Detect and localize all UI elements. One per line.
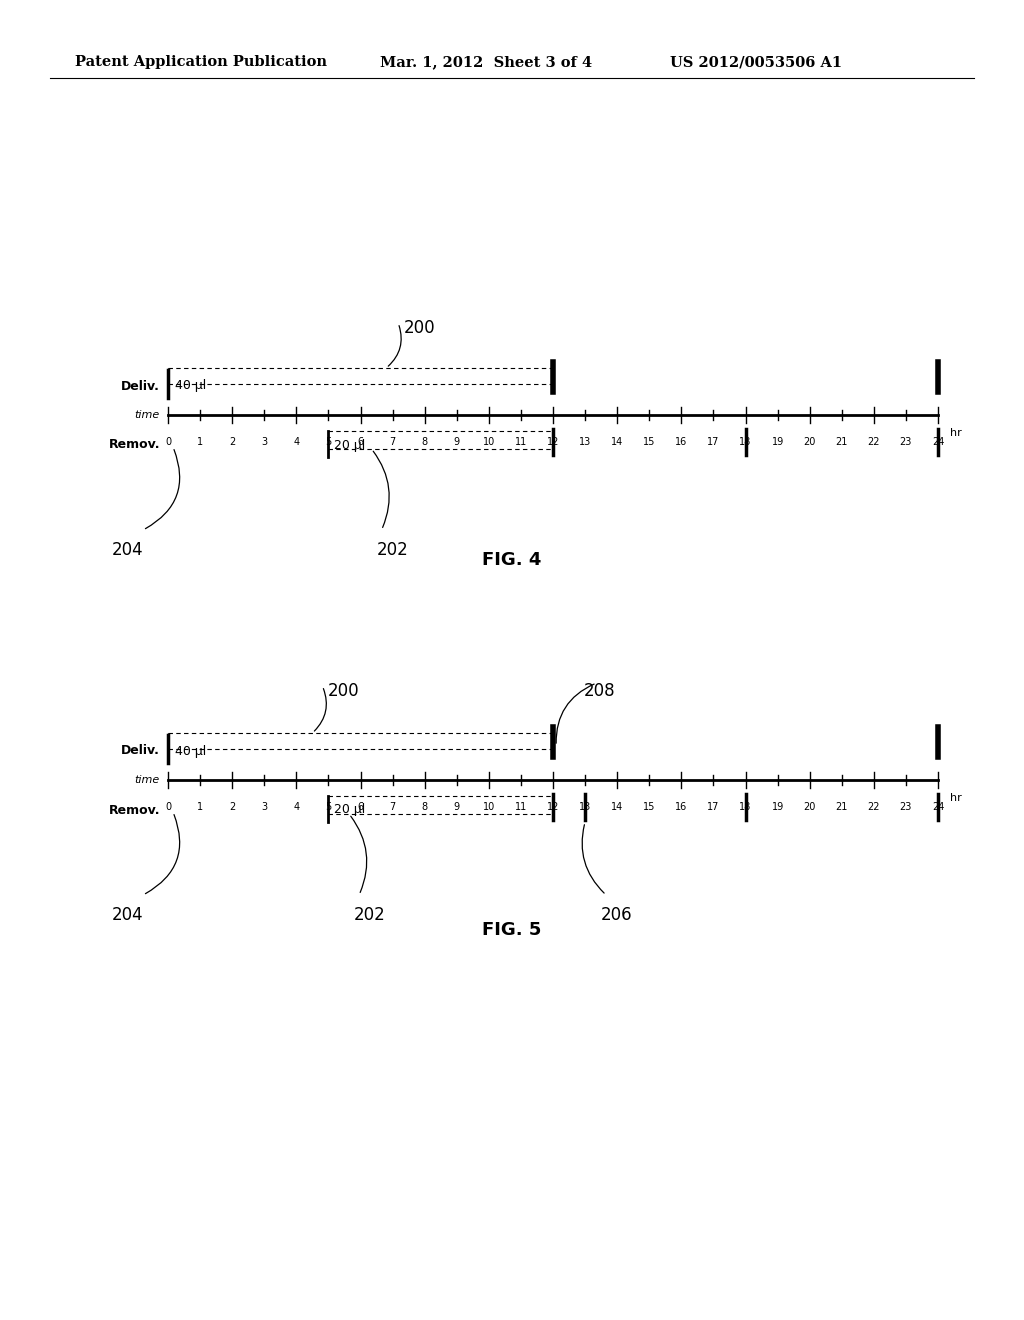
- Text: 6: 6: [357, 803, 364, 812]
- Text: 12: 12: [547, 437, 559, 447]
- Text: 6: 6: [357, 437, 364, 447]
- Text: 19: 19: [771, 437, 783, 447]
- Text: 40 μl: 40 μl: [175, 380, 206, 392]
- Text: 8: 8: [422, 803, 428, 812]
- Text: 2: 2: [229, 437, 236, 447]
- Text: 22: 22: [867, 803, 880, 812]
- Text: 204: 204: [113, 541, 143, 558]
- Text: 202: 202: [377, 541, 409, 558]
- Text: 2: 2: [229, 803, 236, 812]
- Text: Remov.: Remov.: [109, 438, 160, 451]
- Text: 206: 206: [601, 906, 633, 924]
- Text: FIG. 4: FIG. 4: [482, 550, 542, 569]
- Text: 20 μl: 20 μl: [335, 438, 366, 451]
- Text: 14: 14: [611, 803, 624, 812]
- Text: 200: 200: [328, 682, 359, 700]
- Text: 17: 17: [708, 437, 720, 447]
- Text: 3: 3: [261, 437, 267, 447]
- Text: 9: 9: [454, 803, 460, 812]
- Text: 15: 15: [643, 437, 655, 447]
- Text: 40 μl: 40 μl: [175, 744, 206, 758]
- Text: 10: 10: [482, 803, 495, 812]
- Text: 11: 11: [515, 437, 527, 447]
- Text: 200: 200: [404, 319, 436, 337]
- Text: 18: 18: [739, 803, 752, 812]
- Text: 8: 8: [422, 437, 428, 447]
- Text: 7: 7: [389, 803, 395, 812]
- Text: 0: 0: [165, 803, 171, 812]
- Text: Deliv.: Deliv.: [121, 380, 160, 392]
- Text: 12: 12: [547, 803, 559, 812]
- Text: 20: 20: [804, 437, 816, 447]
- Text: Remov.: Remov.: [109, 804, 160, 817]
- Text: time: time: [135, 411, 160, 420]
- Text: time: time: [135, 775, 160, 785]
- Text: 13: 13: [579, 803, 591, 812]
- Text: hr: hr: [950, 793, 962, 803]
- Text: 21: 21: [836, 437, 848, 447]
- Text: 0: 0: [165, 437, 171, 447]
- Text: hr: hr: [950, 428, 962, 438]
- Text: 23: 23: [900, 437, 912, 447]
- Text: Patent Application Publication: Patent Application Publication: [75, 55, 327, 69]
- Text: 208: 208: [584, 682, 615, 700]
- Text: 14: 14: [611, 437, 624, 447]
- Text: US 2012/0053506 A1: US 2012/0053506 A1: [670, 55, 842, 69]
- Text: 20 μl: 20 μl: [335, 804, 366, 817]
- Text: 9: 9: [454, 437, 460, 447]
- Text: 204: 204: [113, 906, 143, 924]
- Text: 11: 11: [515, 803, 527, 812]
- Text: 1: 1: [197, 803, 203, 812]
- Text: 23: 23: [900, 803, 912, 812]
- Text: 24: 24: [932, 803, 944, 812]
- Text: 5: 5: [326, 437, 332, 447]
- Text: 18: 18: [739, 437, 752, 447]
- Text: 5: 5: [326, 803, 332, 812]
- Text: 16: 16: [675, 803, 687, 812]
- Text: 1: 1: [197, 437, 203, 447]
- Text: 17: 17: [708, 803, 720, 812]
- Text: 15: 15: [643, 803, 655, 812]
- Text: 202: 202: [354, 906, 386, 924]
- Text: Mar. 1, 2012  Sheet 3 of 4: Mar. 1, 2012 Sheet 3 of 4: [380, 55, 592, 69]
- Text: 21: 21: [836, 803, 848, 812]
- Text: 7: 7: [389, 437, 395, 447]
- Text: 24: 24: [932, 437, 944, 447]
- Text: Deliv.: Deliv.: [121, 744, 160, 758]
- Text: 4: 4: [293, 437, 299, 447]
- Text: 22: 22: [867, 437, 880, 447]
- Text: 20: 20: [804, 803, 816, 812]
- Text: FIG. 5: FIG. 5: [482, 921, 542, 939]
- Text: 4: 4: [293, 803, 299, 812]
- Text: 10: 10: [482, 437, 495, 447]
- Text: 19: 19: [771, 803, 783, 812]
- Text: 16: 16: [675, 437, 687, 447]
- Text: 13: 13: [579, 437, 591, 447]
- Text: 3: 3: [261, 803, 267, 812]
